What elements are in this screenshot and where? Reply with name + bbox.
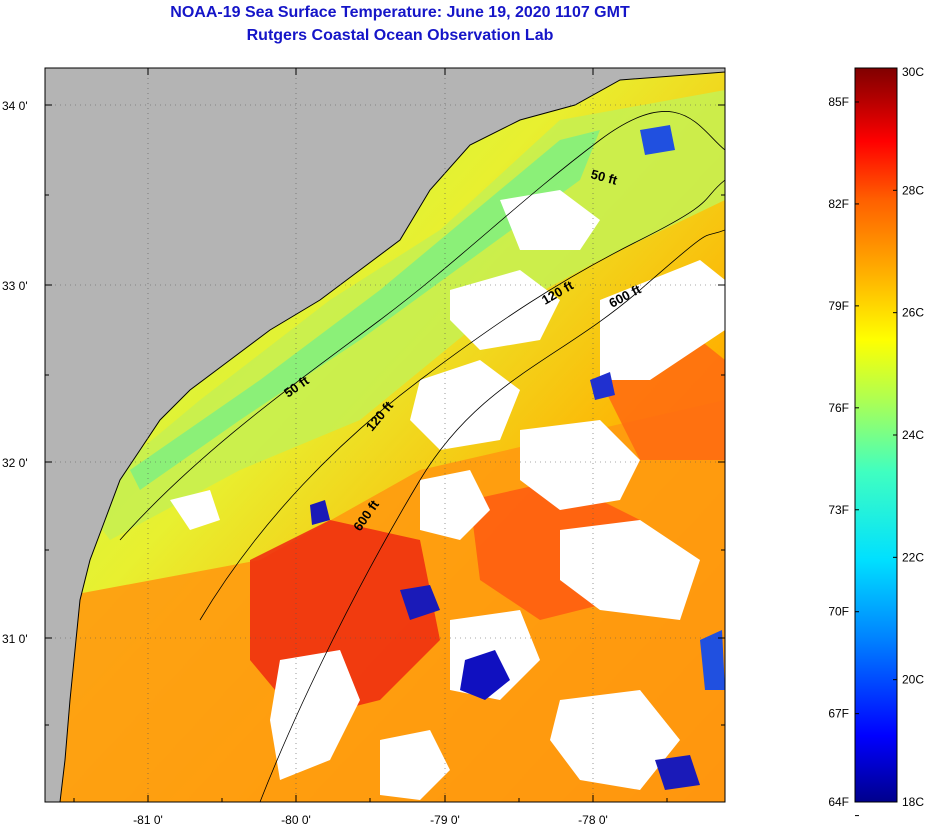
colorbar-gradient bbox=[854, 67, 898, 803]
contour-600ft bbox=[259, 229, 725, 802]
cloud-patch bbox=[550, 690, 680, 790]
colorbar-fahrenheit-label: 76F bbox=[828, 401, 849, 415]
colorbar-celsius-label: 20C bbox=[902, 673, 924, 687]
colorbar-celsius-label: 30C bbox=[902, 65, 924, 79]
coastline bbox=[45, 68, 725, 802]
colorbar-celsius-label: 26C bbox=[902, 306, 924, 320]
cloud-patch bbox=[170, 490, 220, 530]
colorbar-celsius-label: 24C bbox=[902, 428, 924, 442]
cloud-patch bbox=[450, 270, 560, 350]
contour-120ft bbox=[199, 179, 725, 621]
cloud-patch bbox=[420, 470, 490, 540]
colorbar-fahrenheit-label: 82F bbox=[828, 197, 849, 211]
lat-label-34: 34 0' bbox=[2, 99, 28, 113]
lat-label-32: 32 0' bbox=[2, 456, 28, 470]
cloud-patch bbox=[500, 190, 600, 250]
cloud-patch bbox=[560, 520, 700, 620]
colorbar-fahrenheit-label: 64F bbox=[828, 795, 849, 809]
cloud-patch bbox=[270, 650, 360, 780]
coastal-cool-strip bbox=[130, 130, 600, 490]
lon-label-78: -78 0' bbox=[578, 813, 608, 827]
cold-patch bbox=[590, 372, 615, 400]
contour-label-50ft-north: 50 ft bbox=[589, 166, 619, 188]
cloud-patch bbox=[520, 420, 640, 510]
map-subtitle: Rutgers Coastal Ocean Observation Lab bbox=[246, 27, 554, 44]
lon-label-79: -79 0' bbox=[430, 813, 460, 827]
lon-label-81: -81 0' bbox=[133, 813, 163, 827]
grid-lines bbox=[45, 68, 725, 802]
map-panel: 50 ft 50 ft 120 ft 120 ft 600 ft 600 ft bbox=[45, 68, 725, 802]
colorbar-celsius-label: 22C bbox=[902, 550, 924, 564]
cold-patch bbox=[400, 585, 440, 620]
lon-label-80: -80 0' bbox=[281, 813, 311, 827]
map-title: NOAA-19 Sea Surface Temperature: June 19… bbox=[170, 4, 630, 21]
axis-ticks bbox=[45, 68, 725, 802]
colorbar-fahrenheit-label: 67F bbox=[828, 707, 849, 721]
lat-label-33: 33 0' bbox=[2, 279, 28, 293]
lat-label-31: 31 0' bbox=[2, 632, 28, 646]
cloud-patch bbox=[380, 730, 450, 800]
colorbar-fahrenheit-label: 73F bbox=[828, 503, 849, 517]
colorbar-celsius-label: 18C bbox=[902, 795, 924, 809]
colorbar: 85F 82F 79F 76F 73F 70F 67F 64F 30C 28C 26C 24C 22C… bbox=[828, 65, 924, 817]
contour-50ft bbox=[119, 111, 725, 541]
cloud-patch bbox=[600, 260, 725, 380]
map-frame bbox=[44, 67, 726, 803]
cloud-patch bbox=[410, 360, 520, 450]
land-mass bbox=[45, 68, 725, 802]
cold-patch bbox=[640, 125, 675, 155]
cold-patch bbox=[655, 755, 700, 790]
colorbar-fahrenheit-label: 79F bbox=[828, 299, 849, 313]
colorbar-fahrenheit-label: 85F bbox=[828, 95, 849, 109]
colorbar-celsius-label: 28C bbox=[902, 183, 924, 197]
colorbar-fahrenheit-label: 70F bbox=[828, 605, 849, 619]
cold-patch bbox=[700, 630, 725, 690]
cold-patch bbox=[310, 500, 330, 525]
cold-patch bbox=[460, 650, 510, 700]
